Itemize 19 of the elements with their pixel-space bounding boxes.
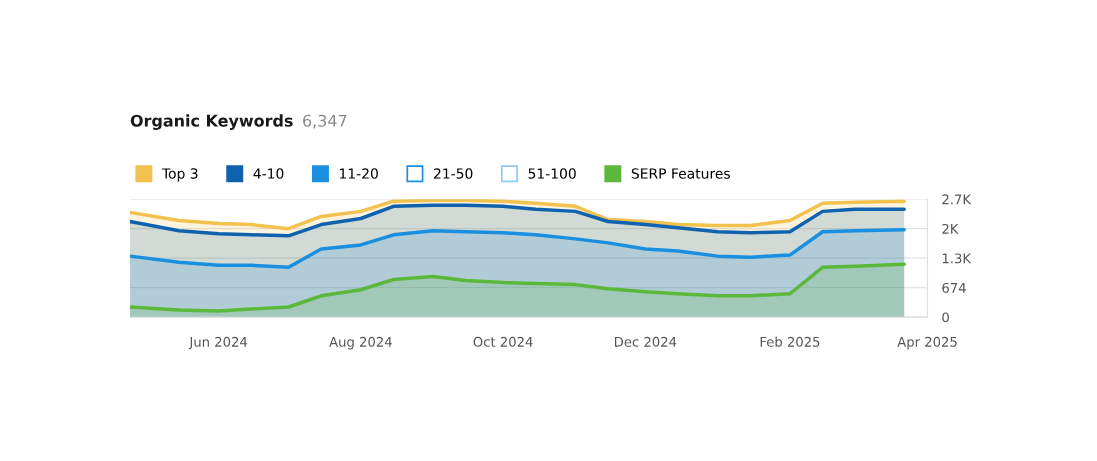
y-tick-label: 2.7K <box>942 194 972 205</box>
x-tick-label: Jun 2024 <box>188 336 248 350</box>
chart-subtitle: 6,347 <box>303 114 347 129</box>
y-tick-label: 2K <box>942 223 959 234</box>
x-tick-label: Aug 2024 <box>329 336 392 350</box>
y-tick-label: 674 <box>942 282 966 293</box>
legend-label: Top 3 <box>161 168 198 182</box>
y-tick-label: 0 <box>942 312 949 323</box>
y-tick-label: 1.3K <box>942 253 972 264</box>
x-tick-label: Oct 2024 <box>473 336 533 347</box>
x-tick-label: Apr 2025 <box>897 336 957 350</box>
x-tick-label: Dec 2024 <box>614 336 677 347</box>
legend-label: 21-50 <box>434 168 473 179</box>
legend-label: 51-100 <box>528 168 576 179</box>
legend-label: 11-20 <box>340 168 378 179</box>
legend-label: 4-10 <box>253 168 284 179</box>
x-tick-label: Feb 2025 <box>760 336 820 347</box>
legend-label: SERP Features <box>631 168 730 179</box>
chart-title: Organic Keywords <box>130 114 293 130</box>
